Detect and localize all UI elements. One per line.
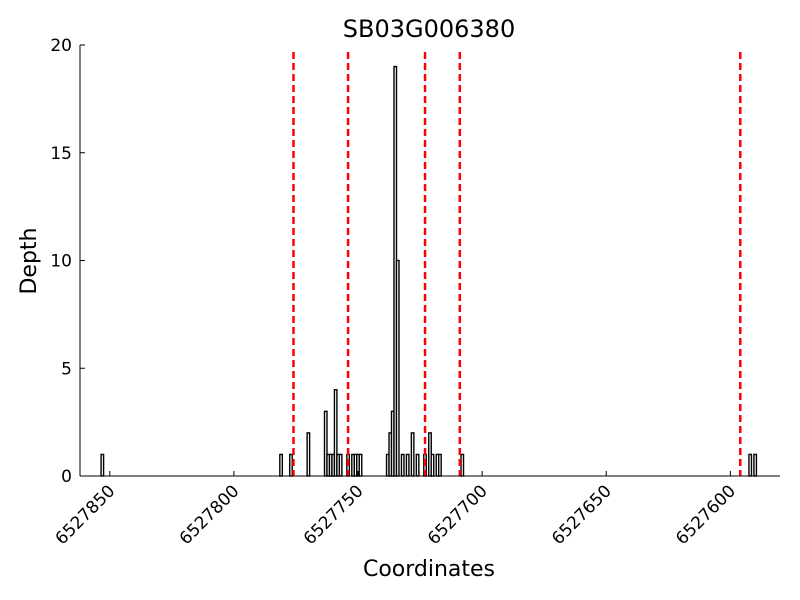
x-tick-label: 6527650 (548, 481, 616, 549)
y-tick-label: 15 (50, 144, 72, 164)
depth-bar (306, 432, 311, 477)
depth-bar (430, 453, 435, 477)
bars-group (100, 65, 758, 477)
depth-bar (358, 453, 363, 477)
y-tick-label: 5 (61, 359, 72, 379)
x-tick-label: 6527850 (52, 481, 120, 549)
y-axis-label: Depth (17, 227, 42, 294)
depth-bar (100, 453, 105, 477)
depth-bar (395, 259, 400, 477)
y-tick-label: 0 (61, 467, 72, 487)
y-tick-label: 20 (50, 36, 72, 56)
y-ticks-group: 0 5 10 15 20 (50, 36, 85, 487)
depth-bar (437, 453, 442, 477)
x-ticks-group: 6527850 6527800 6527750 6527700 6527650 65276… (52, 471, 740, 549)
chart-title: SB03G006380 (343, 15, 515, 43)
axes-group (79, 45, 780, 477)
y-tick-label: 10 (50, 252, 72, 272)
depth-bar (400, 453, 405, 477)
x-tick-label: 6527750 (300, 481, 368, 549)
depth-bar (753, 453, 758, 477)
x-tick-label: 6527600 (672, 481, 740, 549)
depth-bar (748, 453, 753, 477)
depth-bar (410, 432, 415, 477)
depth-bar (279, 453, 284, 477)
marker-lines-group (292, 52, 742, 476)
depth-bar (415, 453, 420, 477)
x-tick-label: 6527800 (176, 481, 244, 549)
depth-bar (289, 453, 293, 477)
depth-bar (460, 453, 465, 477)
depth-bar (338, 453, 343, 477)
x-axis-label: Coordinates (363, 557, 495, 582)
depth-bar (405, 453, 410, 477)
x-tick-label: 6527700 (424, 481, 492, 549)
